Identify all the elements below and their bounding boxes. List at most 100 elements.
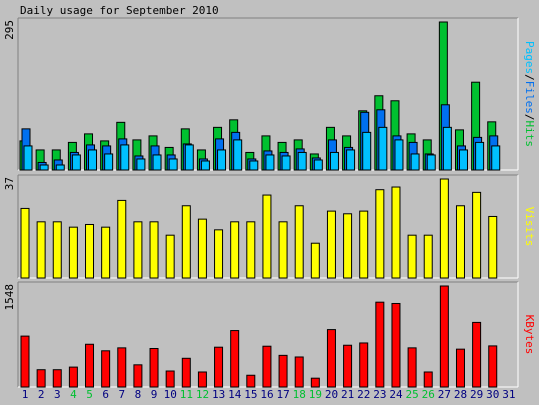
visits-bar xyxy=(375,189,385,279)
x-tick-label: 12 xyxy=(196,388,209,401)
pages-bar xyxy=(362,131,372,171)
kbytes-bar xyxy=(133,364,143,388)
x-tick-label: 21 xyxy=(341,388,354,401)
visits-bar xyxy=(149,221,159,279)
kbytes-bar xyxy=(391,302,401,388)
x-tick-label: 1 xyxy=(22,388,29,401)
pages-bar xyxy=(249,160,259,171)
x-tick-label: 23 xyxy=(373,388,386,401)
kbytes-bar xyxy=(488,345,498,388)
visits-bar xyxy=(488,215,498,279)
kbytes-bar xyxy=(68,366,78,388)
x-tick-label: 20 xyxy=(325,388,338,401)
panel-legend: Pages/Files/Hits xyxy=(523,41,536,147)
x-tick-label: 30 xyxy=(486,388,499,401)
kbytes-bar xyxy=(310,377,320,388)
x-tick-label: 28 xyxy=(454,388,467,401)
visits-bar xyxy=(85,223,95,279)
x-tick-label: 24 xyxy=(389,388,403,401)
kbytes-bar xyxy=(278,354,288,388)
kbytes-bar xyxy=(181,357,191,388)
visits-bar xyxy=(439,178,449,279)
visits-bar xyxy=(343,213,353,279)
legend-entry: Visits xyxy=(523,207,536,247)
x-tick-label: 19 xyxy=(309,388,322,401)
y-max-label: 1548 xyxy=(3,284,16,311)
visits-bar xyxy=(133,221,143,279)
pages-bar xyxy=(217,149,227,171)
visits-bar xyxy=(359,210,369,279)
kbytes-bar xyxy=(472,321,482,388)
y-max-label: 37 xyxy=(3,177,16,190)
kbytes-bar xyxy=(343,344,353,388)
pages-bar xyxy=(281,155,291,171)
x-tick-label: 9 xyxy=(151,388,158,401)
kbytes-bar xyxy=(294,356,304,388)
x-tick-label: 2 xyxy=(38,388,45,401)
visits-bar xyxy=(197,218,207,279)
x-tick-label: 15 xyxy=(244,388,257,401)
visits-bar xyxy=(165,234,175,279)
x-tick-label: 7 xyxy=(119,388,126,401)
visits-bar xyxy=(423,234,433,279)
kbytes-bar xyxy=(85,343,95,388)
pages-bar xyxy=(120,144,130,171)
pages-bar xyxy=(329,151,339,171)
visits-bar xyxy=(407,234,417,279)
kbytes-bar xyxy=(246,374,256,388)
x-tick-label: 3 xyxy=(54,388,61,401)
pages-bar xyxy=(200,160,210,171)
kbytes-bar xyxy=(197,371,207,388)
x-tick-label: 22 xyxy=(357,388,370,401)
pages-bar xyxy=(233,139,243,171)
x-tick-label: 25 xyxy=(406,388,419,401)
kbytes-bar xyxy=(455,348,465,388)
kbytes-bar xyxy=(52,369,62,388)
visits-bar xyxy=(278,221,288,279)
chart-title: Daily usage for September 2010 xyxy=(20,4,219,17)
pages-bar xyxy=(136,158,146,171)
pages-bar xyxy=(168,158,178,171)
pages-bar xyxy=(297,151,307,171)
kbytes-bar xyxy=(407,347,417,388)
pages-bar xyxy=(491,145,501,171)
pages-bar xyxy=(265,154,275,171)
visits-bar xyxy=(262,194,272,279)
pages-bar xyxy=(88,149,98,171)
visits-bar xyxy=(117,199,127,279)
kbytes-bar xyxy=(149,348,159,388)
panel-legend: KBytes xyxy=(523,315,536,355)
y-max-label: 295 xyxy=(3,20,16,40)
x-tick-label: 11 xyxy=(180,388,193,401)
x-tick-label: 5 xyxy=(86,388,93,401)
x-tick-label: 6 xyxy=(102,388,109,401)
panel-legend: Visits xyxy=(523,207,536,247)
kbytes-bar xyxy=(101,350,111,388)
legend-entry: Pages xyxy=(523,41,536,74)
x-tick-label: 4 xyxy=(70,388,77,401)
legend-entry: Files xyxy=(523,81,536,114)
kbytes-bar xyxy=(326,329,336,388)
x-tick-label: 14 xyxy=(228,388,242,401)
pages-bar xyxy=(394,139,404,171)
visits-bar xyxy=(101,226,111,279)
x-tick-label: 26 xyxy=(422,388,435,401)
pages-bar xyxy=(346,149,356,171)
chart-panels: 295 Pages/Files/Hits 37 Visits 1548 KBytes xyxy=(3,17,536,388)
legend-entry: Hits xyxy=(523,121,536,148)
x-tick-label: 18 xyxy=(293,388,306,401)
x-tick-label: 13 xyxy=(212,388,225,401)
kbytes-bar xyxy=(359,342,369,388)
x-tick-label: 31 xyxy=(502,388,515,401)
kbytes-bar xyxy=(214,346,224,388)
pages-bar xyxy=(410,153,420,171)
x-tick-label: 10 xyxy=(164,388,177,401)
kbytes-bar xyxy=(165,370,175,388)
kbytes-bar xyxy=(20,335,30,388)
pages-bar xyxy=(458,149,468,171)
visits-bar xyxy=(36,221,46,279)
x-tick-label: 17 xyxy=(277,388,290,401)
pages-bar xyxy=(55,164,65,171)
visits-bar xyxy=(214,229,224,279)
visits-bar xyxy=(326,210,336,279)
